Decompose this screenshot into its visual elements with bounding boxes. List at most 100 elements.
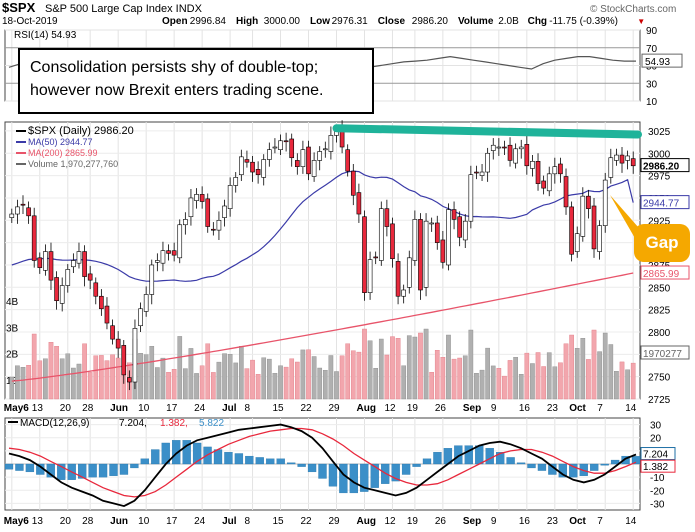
candle-body (468, 174, 474, 222)
x-tick-label: 24 (194, 403, 206, 414)
candle-body (233, 177, 239, 186)
volume-bar (311, 356, 317, 400)
legend-entry: MA(50) 2944.77 (28, 137, 93, 147)
volume-bar (378, 338, 384, 400)
x-tick-label-bottom: 14 (625, 516, 637, 527)
candle-body (474, 171, 479, 174)
candle-body (440, 239, 446, 263)
candle-body (54, 277, 59, 302)
volume-bar (278, 365, 283, 400)
volume-bar (614, 371, 619, 400)
price-tick-label: 2850 (648, 283, 671, 294)
volume-bar (602, 332, 608, 400)
volume-bar (205, 343, 211, 400)
candle-body (552, 166, 558, 175)
candle-body (546, 173, 552, 192)
macd-histogram-bar (297, 463, 306, 467)
candle-body (65, 269, 71, 286)
volume-bar (31, 333, 37, 400)
volume-bar (317, 367, 323, 400)
header-symbol: $SPX (2, 0, 36, 15)
x-tick-label-bottom: Jul (222, 516, 237, 527)
candle-body (524, 144, 530, 167)
macd-histogram-bar (213, 449, 223, 465)
volume-bar (434, 350, 440, 400)
x-tick-label: 20 (60, 403, 72, 414)
candle-body (367, 259, 373, 293)
x-tick-label: 14 (625, 403, 637, 414)
x-tick-label-bottom: 9 (491, 516, 497, 527)
ma50-line (11, 170, 634, 282)
volume-bar (48, 342, 54, 400)
macd-histogram-bar (151, 449, 160, 465)
candle-body (614, 154, 619, 161)
candle-body (99, 295, 104, 310)
macd-histogram-bar (590, 463, 599, 471)
candle-body (211, 228, 216, 231)
candle-body (205, 198, 211, 227)
candle-body (580, 195, 586, 237)
candle-body (423, 220, 429, 288)
x-tick-label-bottom: 19 (407, 516, 419, 527)
price-tick-label: 2825 (648, 306, 671, 317)
rsi-tick-label: 90 (646, 26, 658, 37)
macd-histogram-bar (255, 457, 264, 465)
volume-bar (535, 352, 541, 400)
x-tick-label-bottom: Sep (463, 516, 481, 527)
x-tick-label-bottom: Oct (569, 516, 586, 527)
resistance-line (332, 124, 642, 139)
volume-bar (345, 343, 351, 400)
x-tick-label: 7 (597, 403, 603, 414)
macd-histogram-bar (569, 463, 578, 478)
x-tick-label: 13 (32, 403, 44, 414)
candle-body (362, 216, 367, 293)
x-tick-label-bottom: 10 (138, 516, 150, 527)
macd-histogram-bar (537, 463, 547, 471)
x-tick-label-bottom: 24 (194, 516, 206, 527)
volume-bar (541, 366, 546, 400)
macd-histogram-bar (266, 458, 275, 465)
volume-bar (530, 363, 535, 400)
x-tick-label-bottom: 17 (166, 516, 178, 527)
candle-body (541, 180, 546, 189)
candle-body (37, 257, 43, 268)
volume-bar (261, 357, 267, 400)
volume-bar (15, 365, 20, 400)
candle-body (76, 251, 82, 264)
candle-body (317, 151, 323, 161)
header-volume-label: Volume (458, 16, 494, 27)
candle-body (412, 219, 418, 261)
candle-body (216, 219, 222, 231)
volume-bar (9, 376, 15, 400)
candle-body (294, 160, 300, 167)
candle-body (378, 208, 384, 261)
macd-last-box (640, 447, 676, 461)
volume-bar (546, 352, 552, 400)
volume-bar (502, 375, 507, 400)
candle-body (9, 213, 15, 218)
candle-body (127, 377, 132, 383)
x-tick-label: 17 (166, 403, 178, 414)
volume-bar (412, 336, 418, 400)
x-tick-label: 19 (407, 403, 419, 414)
volume-bar (54, 346, 59, 400)
candle-body (289, 138, 295, 159)
candle-body (155, 260, 160, 263)
candle-body (530, 161, 535, 169)
macd-histogram-bar (286, 462, 296, 465)
volume-bar (586, 359, 591, 400)
candle-body (188, 197, 194, 218)
header-open-value: 2996.84 (190, 16, 227, 27)
candle-body (328, 135, 334, 152)
x-tick-label: Oct (569, 403, 586, 414)
macd-histogram-bar (516, 462, 526, 465)
volume-bar (474, 373, 479, 400)
candle-body (625, 155, 630, 161)
volume-bar (289, 358, 295, 400)
volume-bar (244, 368, 250, 400)
macd-histogram-bar (600, 463, 609, 466)
candle-body (26, 207, 31, 217)
macd-histogram-bar (422, 458, 432, 465)
x-tick-label: 10 (138, 403, 150, 414)
volume-tick-label: 4B (6, 297, 19, 308)
